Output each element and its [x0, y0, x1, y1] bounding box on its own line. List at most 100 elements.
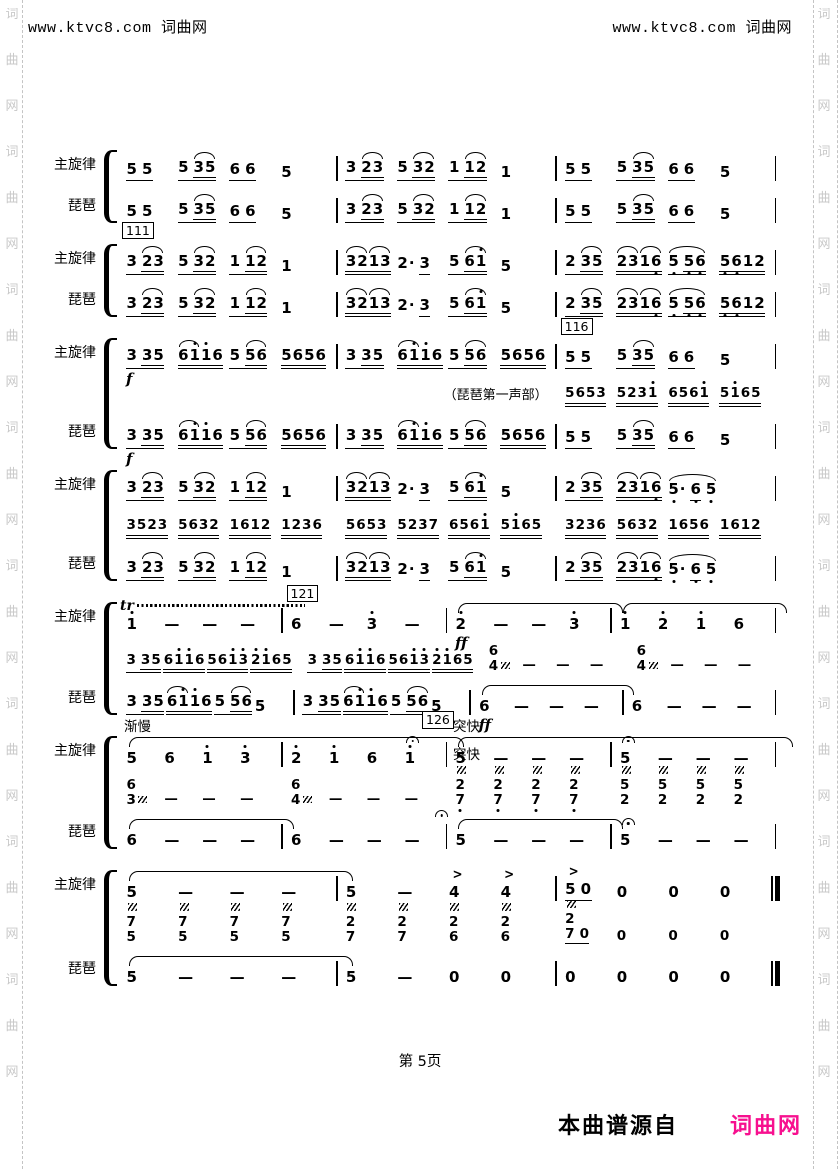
barline [605, 824, 618, 850]
slur-arc: 35 [580, 245, 603, 272]
slur-arc: 23 [141, 245, 165, 272]
note-group: 5 [618, 818, 656, 849]
note-group: 3 [366, 614, 378, 633]
note-group: 5 56 [446, 339, 498, 369]
tremolo-mark [735, 766, 745, 775]
slur-arc: 23 [360, 151, 384, 178]
note-group: 3 35 [300, 692, 341, 716]
watermark-char: 词 [5, 835, 19, 850]
slur-arc: 56 [463, 339, 487, 366]
measure-number-box: 111 [122, 221, 154, 240]
watermark-char: 词 [817, 283, 831, 298]
note-group: 5 35 [176, 151, 228, 181]
slur-arc: 35 [193, 151, 216, 178]
note-group: 0 [719, 883, 731, 902]
barline [769, 556, 782, 581]
slur-arc: 61 [463, 287, 487, 314]
note-group: 5612 [717, 252, 769, 275]
note-group: 6116 [176, 339, 228, 369]
note-group: 5632 [176, 518, 228, 539]
tremolo-mark [648, 662, 658, 670]
slur-arc: 61 [166, 685, 189, 710]
tremolo-mark [457, 766, 466, 775]
slur-arc: 32 [345, 287, 368, 312]
note-group: 5 56 [388, 685, 429, 716]
note-group: 2· 3 [395, 254, 447, 275]
note-group: 5 [281, 162, 292, 181]
note-group: 6 6 [666, 202, 718, 223]
watermark-char: 网 [5, 927, 19, 942]
watermark-char: 曲 [817, 467, 831, 482]
accent-mark: > [568, 863, 579, 879]
slur-arc: 32 [412, 151, 436, 178]
watermark-char: 曲 [5, 1019, 19, 1034]
note-group: 1 [695, 614, 707, 633]
watermark-char: 网 [817, 375, 831, 390]
note-group: 6 6 [227, 160, 279, 181]
note-group: — [229, 968, 245, 987]
slur-arc: 5 56 [667, 287, 707, 317]
source-site-link[interactable]: 词曲网 [729, 1114, 802, 1139]
watermark-char: 曲 [5, 191, 19, 206]
dynamic-mark: ff [478, 716, 492, 735]
note-group: 5 [281, 204, 292, 223]
system-brace [104, 338, 117, 449]
note-group: 5 [500, 482, 512, 501]
measure-number-box: 121 [286, 584, 319, 603]
note-group: 1 [281, 562, 292, 581]
note-group: 6116 [164, 685, 213, 716]
note-group: 5 35 [614, 151, 666, 181]
note-group: 5 5 [124, 160, 176, 181]
slur-arc: 35 [580, 287, 603, 314]
barline [769, 198, 782, 223]
row-main: 3 35 f 6116 5 56 5656 3 35 6116 5 56 5656 5 5 116 5… [124, 317, 782, 387]
note-group: 5 5 [563, 202, 615, 223]
system-brace [104, 602, 117, 716]
slur-arc: 56 [244, 339, 268, 366]
watermark-char: 词 [817, 421, 831, 436]
slur-arc: 13 [368, 551, 391, 576]
watermark-char: 词 [5, 421, 19, 436]
note-group: 6 [733, 614, 745, 633]
note-group: 5 35 [614, 193, 666, 223]
barline [276, 824, 289, 850]
note-group: 6116 [342, 652, 386, 674]
slur-arc: 35 [631, 419, 655, 446]
part-labels: 主旋律 琵琶 [46, 242, 104, 317]
barline [276, 608, 289, 633]
watermark-char: 网 [817, 237, 831, 252]
barline [440, 608, 453, 633]
watermark-char: 网 [5, 789, 19, 804]
note-group: — [240, 831, 256, 850]
note-group: — [589, 656, 604, 673]
note-group: — [548, 696, 564, 715]
barline [330, 198, 343, 223]
note-group: 3236 [563, 518, 615, 539]
slur-arc: 32 [193, 551, 216, 578]
note-group: 6116 [161, 652, 205, 674]
tremolo-mark [532, 766, 542, 775]
tremolo-mark [231, 903, 241, 912]
watermark-char: 曲 [817, 881, 831, 896]
note-group: 3213 [343, 471, 395, 501]
note-group: — [493, 614, 509, 633]
barline [330, 556, 343, 581]
watermark-char: 网 [5, 237, 19, 252]
label-main-melody: 主旋律 [54, 251, 96, 267]
barline [769, 156, 782, 181]
watermark-char: 曲 [5, 329, 19, 344]
note-group: 5 56 [446, 419, 498, 449]
note-group: 5 32 [176, 287, 228, 317]
barline [330, 292, 343, 317]
note-group: 3213 [343, 551, 395, 581]
slur-arc: 5· 6 5 [668, 553, 717, 581]
dynamic-mark: ff [455, 634, 468, 652]
note-group: — [328, 614, 344, 633]
